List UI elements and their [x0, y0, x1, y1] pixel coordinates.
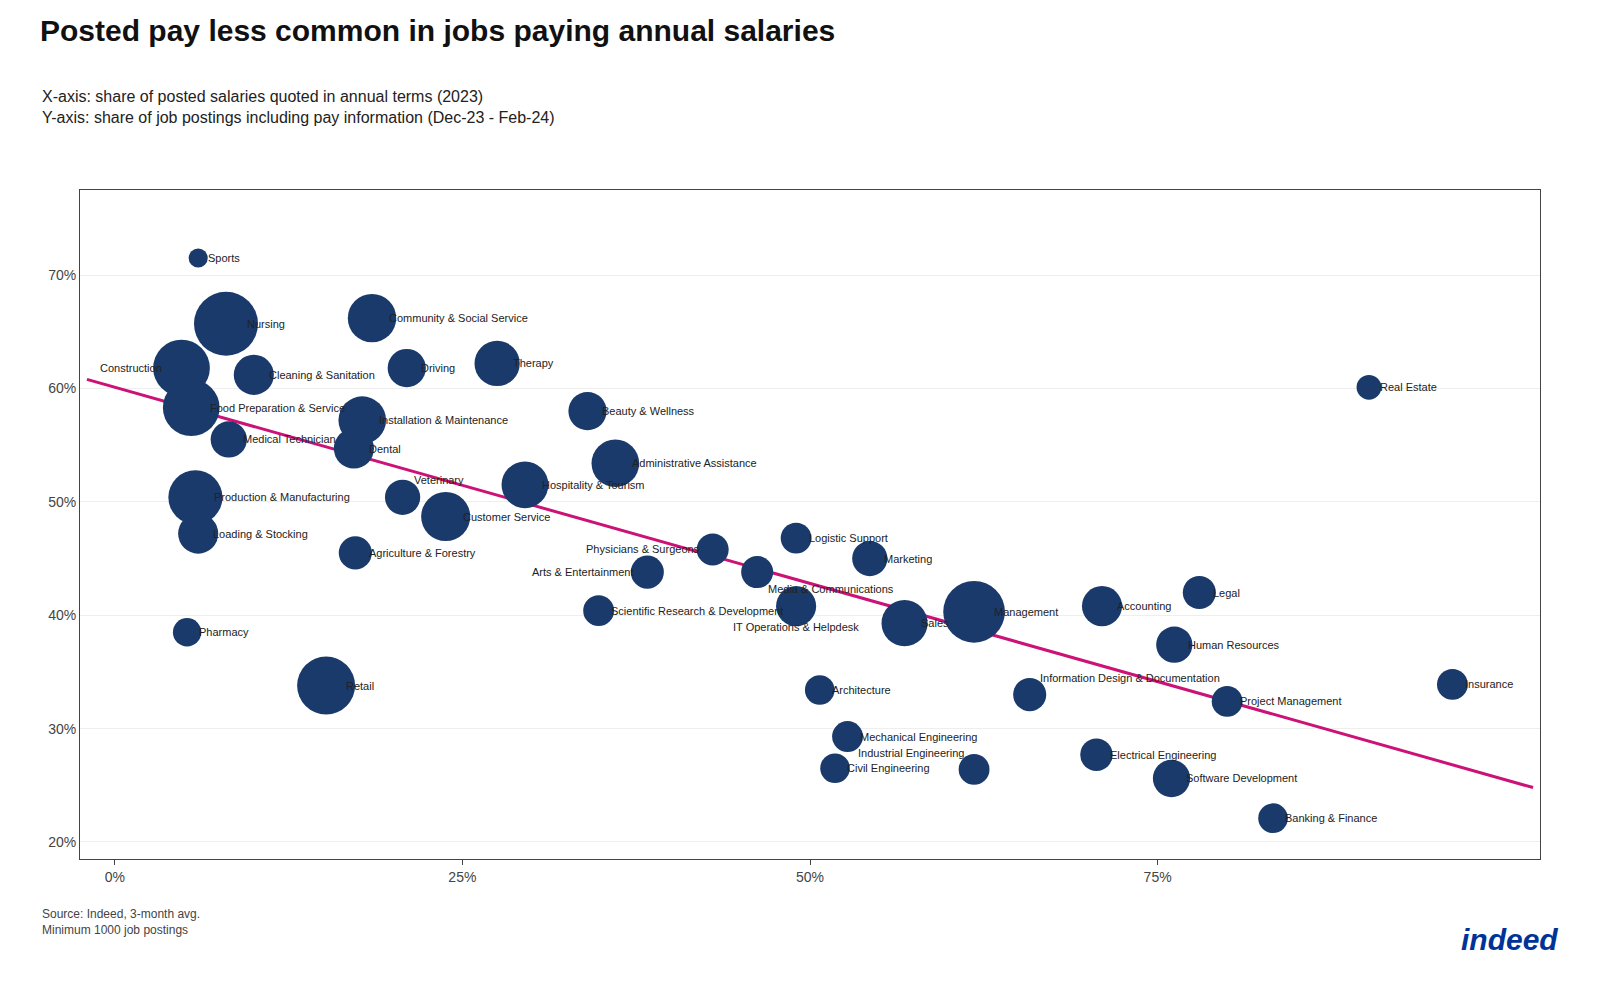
- svg-text:Cleaning & Sanitation: Cleaning & Sanitation: [269, 369, 375, 381]
- svg-text:Human Resources: Human Resources: [1188, 639, 1280, 651]
- svg-text:Management: Management: [994, 606, 1058, 618]
- svg-text:Mechanical Engineering: Mechanical Engineering: [860, 731, 977, 743]
- svg-text:Customer Service: Customer Service: [463, 511, 550, 523]
- svg-text:50%: 50%: [48, 494, 76, 510]
- svg-text:Architecture: Architecture: [832, 684, 891, 696]
- svg-text:Arts & Entertainment: Arts & Entertainment: [532, 566, 634, 578]
- svg-text:20%: 20%: [48, 834, 76, 850]
- svg-text:Source: Indeed, 3-month avg.Mi: Source: Indeed, 3-month avg.Minimum 1000…: [42, 907, 200, 937]
- svg-text:Dental: Dental: [369, 443, 401, 455]
- svg-text:Driving: Driving: [421, 362, 455, 374]
- svg-text:Software Development: Software Development: [1186, 772, 1297, 784]
- svg-text:Marketing: Marketing: [884, 553, 932, 565]
- svg-text:Construction: Construction: [100, 362, 162, 374]
- svg-text:Installation & Maintenance: Installation & Maintenance: [379, 414, 508, 426]
- svg-text:Accounting: Accounting: [1117, 600, 1171, 612]
- svg-text:Community & Social Service: Community & Social Service: [389, 312, 528, 324]
- svg-text:30%: 30%: [48, 721, 76, 737]
- svg-text:indeed: indeed: [1461, 923, 1558, 956]
- svg-text:Project Management: Project Management: [1240, 695, 1342, 707]
- svg-text:40%: 40%: [48, 607, 76, 623]
- svg-text:0%: 0%: [105, 869, 125, 885]
- svg-text:Administrative Assistance: Administrative Assistance: [632, 457, 757, 469]
- svg-text:Therapy: Therapy: [513, 357, 554, 369]
- svg-text:Medical Technician: Medical Technician: [243, 433, 336, 445]
- svg-text:Industrial Engineering: Industrial Engineering: [858, 747, 964, 759]
- svg-text:25%: 25%: [448, 869, 476, 885]
- svg-text:Scientific Research & Developm: Scientific Research & Development: [611, 605, 783, 617]
- svg-text:Sales: Sales: [921, 617, 949, 629]
- svg-text:X-axis: share of posted salari: X-axis: share of posted salaries quoted …: [42, 88, 555, 126]
- svg-text:Nursing: Nursing: [247, 318, 285, 330]
- svg-text:Loading & Stocking: Loading & Stocking: [213, 528, 308, 540]
- svg-text:Insurance: Insurance: [1465, 678, 1513, 690]
- svg-text:Electrical Engineering: Electrical Engineering: [1110, 749, 1216, 761]
- svg-text:Banking & Finance: Banking & Finance: [1285, 812, 1377, 824]
- svg-text:Production & Manufacturing: Production & Manufacturing: [214, 491, 350, 503]
- svg-text:IT Operations & Helpdesk: IT Operations & Helpdesk: [733, 621, 859, 633]
- svg-text:70%: 70%: [48, 267, 76, 283]
- svg-text:Logistic Support: Logistic Support: [809, 532, 888, 544]
- svg-text:50%: 50%: [796, 869, 824, 885]
- svg-text:Media & Communications: Media & Communications: [768, 583, 894, 595]
- svg-text:Posted pay less common in jobs: Posted pay less common in jobs paying an…: [40, 14, 835, 47]
- svg-text:Hospitality & Tourism: Hospitality & Tourism: [542, 479, 645, 491]
- svg-text:Pharmacy: Pharmacy: [199, 626, 249, 638]
- svg-text:Information Design & Documenta: Information Design & Documentation: [1040, 672, 1220, 684]
- svg-text:Food Preparation & Service: Food Preparation & Service: [210, 402, 345, 414]
- svg-text:Agriculture & Forestry: Agriculture & Forestry: [369, 547, 476, 559]
- svg-text:Sports: Sports: [208, 252, 240, 264]
- svg-text:75%: 75%: [1144, 869, 1172, 885]
- svg-text:Physicians & Surgeons: Physicians & Surgeons: [586, 543, 700, 555]
- svg-text:Real Estate: Real Estate: [1380, 381, 1437, 393]
- svg-text:Civil Engineering: Civil Engineering: [847, 762, 930, 774]
- svg-text:60%: 60%: [48, 380, 76, 396]
- svg-text:Veterinary: Veterinary: [414, 474, 464, 486]
- svg-text:Retail: Retail: [346, 680, 374, 692]
- svg-text:Beauty & Wellness: Beauty & Wellness: [602, 405, 695, 417]
- svg-text:Legal: Legal: [1213, 587, 1240, 599]
